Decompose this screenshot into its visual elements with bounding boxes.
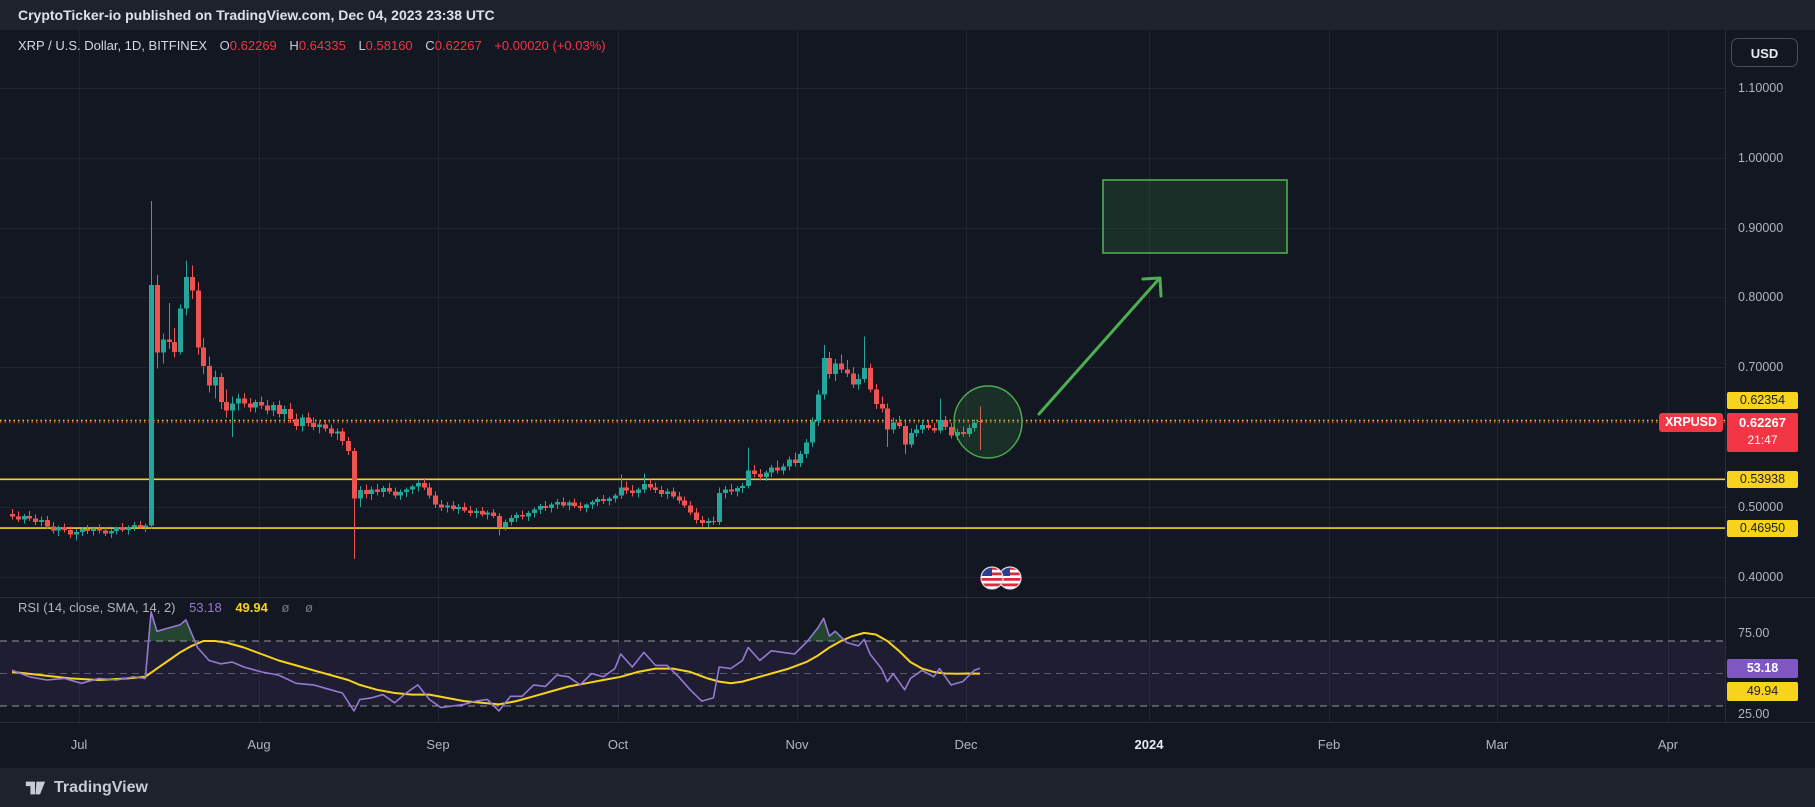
high-label: H [289,38,299,53]
level-badge-0.46950: 0.46950 [1727,520,1798,537]
price-axis-tick-0.40000: 0.40000 [1738,570,1784,584]
close-value: 0.62267 [434,38,482,53]
symbol-legend[interactable]: XRP / U.S. Dollar, 1D, BITFINEX O0.62269… [18,38,606,53]
trend-arrow-shaft [1037,278,1160,416]
rsi-legend-title[interactable]: RSI (14, close, SMA, 14, 2) [18,600,176,615]
level-badge-0.53938: 0.53938 [1727,471,1798,488]
time-axis-label-Oct: Oct [607,737,629,752]
horizontal-level-lines [0,419,1725,529]
rsi-sma-value-badge: 49.94 [1727,682,1798,701]
time-axis-label-Nov: Nov [785,737,809,752]
open-label: O [219,38,230,53]
rsi-overbought-fill [148,611,195,641]
tradingview-logo-icon[interactable] [24,777,46,799]
highlight-circle [953,385,1023,459]
open-value: 0.62269 [229,38,277,53]
candles [10,201,983,560]
rsi-band [0,640,1725,707]
footer-bar: TradingView [0,768,1815,807]
trend-arrow-head [1141,276,1163,298]
tradingview-brand-text[interactable]: TradingView [54,778,148,796]
publish-banner-text: CryptoTicker-io published on TradingView… [18,7,495,23]
time-axis-label-Mar: Mar [1485,737,1509,752]
target-rectangle [1102,179,1288,254]
time-axis-label-Aug: Aug [247,737,271,752]
symbol-price-label: XRPUSD [1659,413,1723,432]
gridlines [0,30,1815,723]
rsi-legend[interactable]: RSI (14, close, SMA, 14, 2) 53.18 49.94 … [18,600,319,615]
rsi-sma-value: 49.94 [235,600,268,615]
us-flag-event-icon[interactable] [998,566,1022,590]
low-value: 0.58160 [365,38,413,53]
price-axis-tick-1.00000: 1.00000 [1738,151,1784,165]
price-axis-tick-0.80000: 0.80000 [1738,290,1784,304]
rsi-axis-tick-25.00: 25.00 [1738,707,1770,721]
us-flag-event-icon[interactable] [980,566,1004,590]
symbol-title[interactable]: XRP / U.S. Dollar, 1D, BITFINEX [18,38,208,53]
current-price-badge: 0.62267 21:47 [1727,413,1798,452]
price-axis[interactable] [1725,30,1815,722]
low-label: L [358,38,366,53]
time-axis-label-Jul: Jul [70,737,88,752]
time-axis-label-Dec: Dec [954,737,978,752]
rsi-series-line [11,610,981,712]
rsi-pane[interactable] [0,598,1725,722]
price-pane[interactable] [0,30,1725,597]
rsi-legend-icons[interactable]: ø ø [281,600,319,615]
time-axis-label-Apr: Apr [1657,737,1679,752]
publish-banner: CryptoTicker-io published on TradingView… [0,0,1815,30]
price-axis-tick-0.70000: 0.70000 [1738,360,1784,374]
rsi-value-badge: 53.18 [1727,659,1798,678]
time-axis-label-Sep: Sep [426,737,450,752]
current-price-value: 0.62267 [1739,415,1786,430]
close-label: C [425,38,435,53]
level-badge-0.62354: 0.62354 [1727,392,1798,409]
drawing-annotations [953,179,1288,459]
rsi-value: 53.18 [189,600,222,615]
rsi-sma-series-line [11,631,981,706]
rsi-axis-tick-75.00: 75.00 [1738,626,1770,640]
price-axis-tick-0.90000: 0.90000 [1738,221,1784,235]
currency-toggle-button[interactable]: USD [1731,38,1798,67]
rsi-overbought-fill [807,618,846,641]
price-axis-tick-1.10000: 1.10000 [1738,81,1784,95]
time-axis-label-Feb: Feb [1317,737,1341,752]
price-axis-tick-0.50000: 0.50000 [1738,500,1784,514]
bar-countdown: 21:47 [1747,433,1778,447]
high-value: 0.64335 [298,38,346,53]
time-axis-label-2024: 2024 [1134,737,1164,752]
change-value: +0.00020 (+0.03%) [494,38,606,53]
